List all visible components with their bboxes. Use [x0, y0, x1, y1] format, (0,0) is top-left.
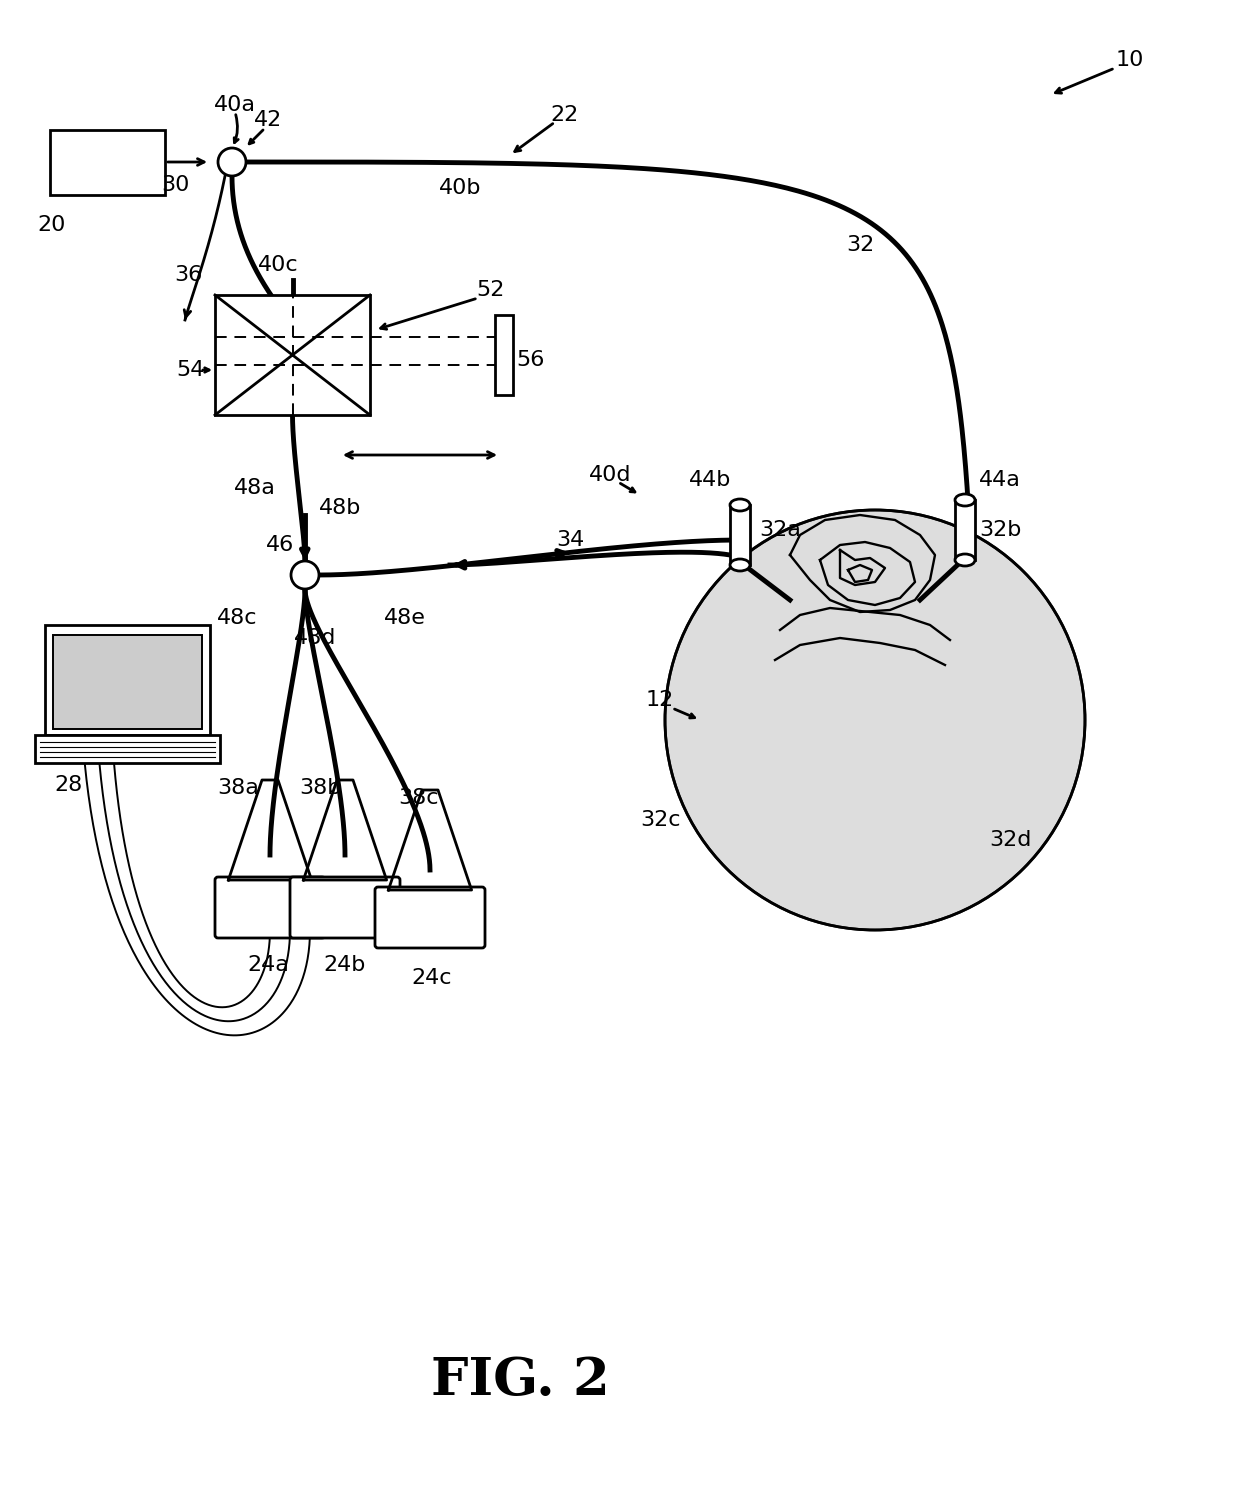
Text: 52: 52: [476, 280, 505, 300]
Bar: [495, 315, 513, 395]
Text: 40c: 40c: [258, 255, 299, 275]
Text: 46: 46: [265, 536, 294, 555]
Text: 36: 36: [174, 266, 202, 285]
Ellipse shape: [955, 494, 975, 506]
Bar: [50, 130, 165, 195]
Text: 32c: 32c: [640, 810, 681, 830]
Text: 24a: 24a: [247, 955, 289, 974]
Text: 40b: 40b: [439, 178, 481, 198]
Text: 32: 32: [846, 236, 874, 255]
Bar: [53, 636, 202, 730]
Text: 24c: 24c: [412, 968, 453, 988]
Text: 42: 42: [254, 110, 283, 130]
Bar: [215, 295, 370, 415]
Text: 54: 54: [176, 360, 205, 380]
Bar: [45, 625, 210, 736]
Text: 32d: 32d: [988, 830, 1032, 850]
Text: 12: 12: [646, 689, 675, 710]
Text: 38b: 38b: [299, 777, 341, 798]
Text: 20: 20: [37, 215, 66, 236]
Text: 44b: 44b: [688, 470, 732, 489]
Circle shape: [665, 510, 1085, 930]
Text: 10: 10: [1116, 51, 1145, 70]
Text: 40a: 40a: [215, 95, 255, 115]
Text: 56: 56: [516, 351, 544, 370]
Text: 24b: 24b: [324, 955, 366, 974]
Text: 30: 30: [161, 175, 190, 195]
Bar: [35, 736, 219, 762]
Text: 32b: 32b: [978, 521, 1022, 540]
FancyBboxPatch shape: [290, 877, 401, 938]
Text: 48b: 48b: [319, 498, 361, 518]
Text: 34: 34: [556, 530, 584, 551]
Ellipse shape: [730, 498, 750, 510]
Ellipse shape: [955, 554, 975, 565]
Ellipse shape: [730, 560, 750, 571]
Text: 48e: 48e: [384, 609, 425, 628]
Text: 48d: 48d: [294, 628, 336, 648]
Text: 28: 28: [53, 774, 82, 795]
Circle shape: [291, 561, 319, 589]
FancyBboxPatch shape: [374, 888, 485, 947]
Text: 48a: 48a: [234, 477, 277, 498]
Bar: [730, 504, 750, 565]
Text: FIG. 2: FIG. 2: [430, 1355, 609, 1405]
Text: 38a: 38a: [217, 777, 259, 798]
Text: 48c: 48c: [217, 609, 257, 628]
Circle shape: [218, 148, 246, 176]
Text: 38c: 38c: [398, 788, 438, 809]
Text: 32a: 32a: [759, 521, 801, 540]
Text: 22: 22: [551, 104, 579, 125]
Text: 40d: 40d: [589, 466, 631, 485]
Bar: [955, 500, 975, 560]
Text: 44a: 44a: [980, 470, 1021, 489]
FancyBboxPatch shape: [215, 877, 325, 938]
